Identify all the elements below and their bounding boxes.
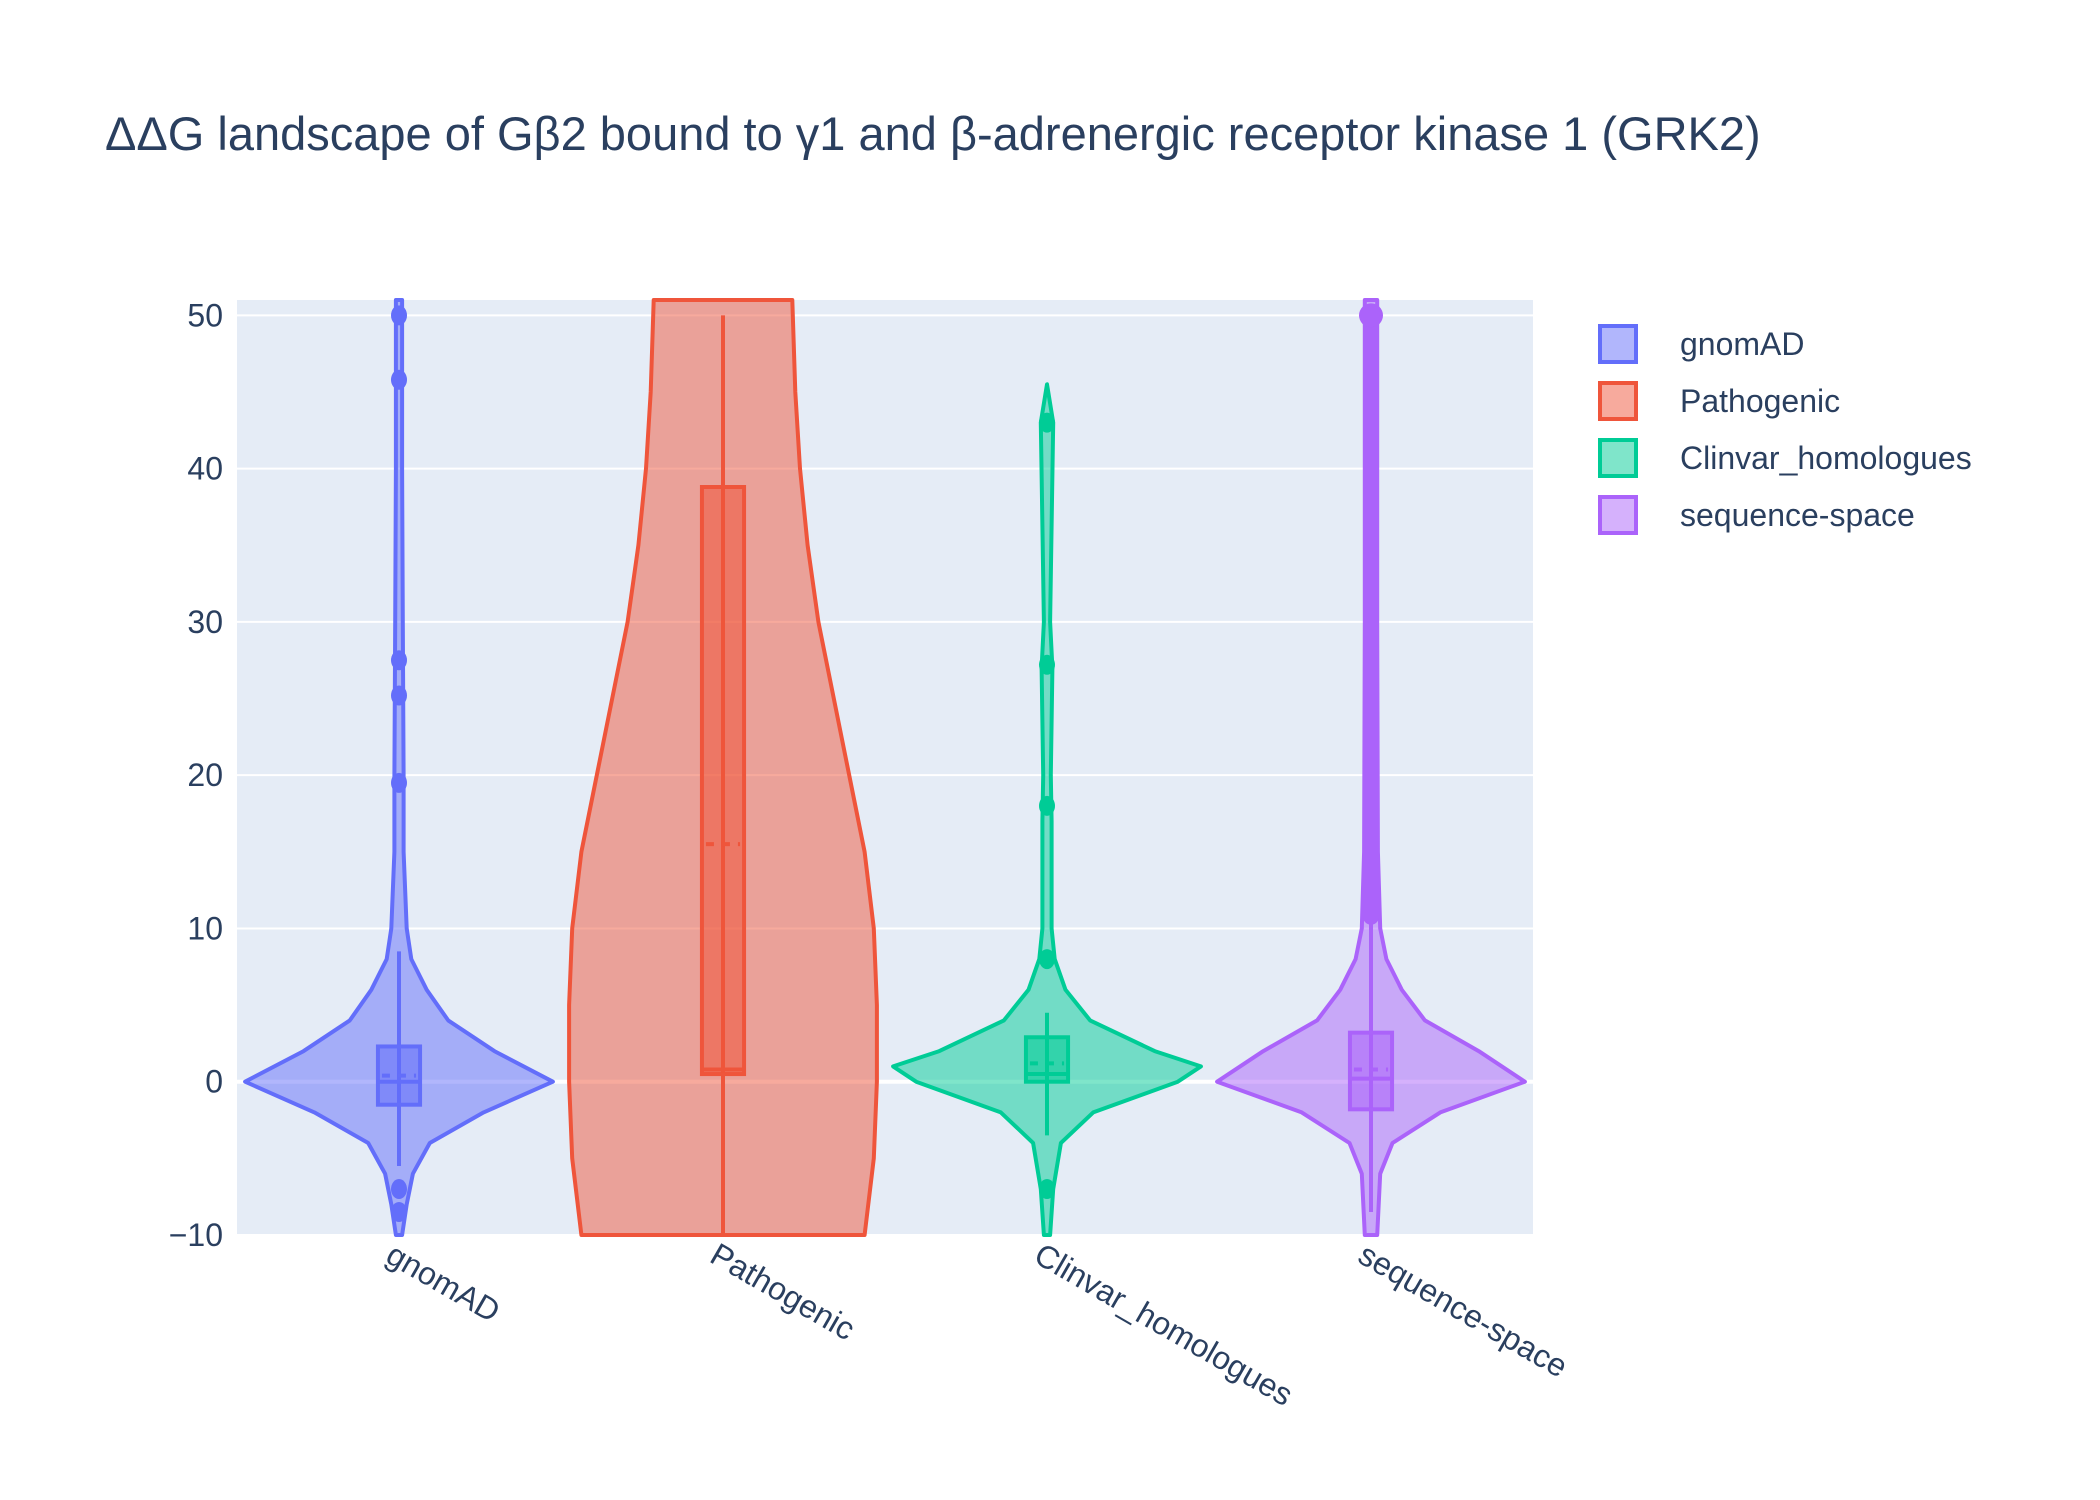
- legend-item: sequence-space: [1598, 495, 1915, 535]
- outlier-point: [1039, 412, 1055, 433]
- outlier-point: [391, 1179, 407, 1200]
- violin-body: [243, 298, 555, 1237]
- y-axis: −10 0 10 20 30 40 50: [169, 297, 223, 1253]
- violin-sequence-space: [1215, 298, 1527, 1237]
- outlier-point: [391, 305, 407, 326]
- y-tick-label: 10: [187, 910, 223, 946]
- violin-layer: [243, 298, 1527, 1237]
- violin-clinvar-homologues: [891, 382, 1203, 1237]
- legend-swatch: [1598, 324, 1638, 364]
- outlier-point: [1359, 303, 1383, 328]
- legend-item: gnomAD: [1598, 324, 1805, 364]
- legend-swatch: [1598, 495, 1638, 535]
- x-tick-label: Clinvar_homologues: [1029, 1236, 1300, 1413]
- legend-label: sequence-space: [1680, 497, 1915, 533]
- legend-label: Pathogenic: [1680, 383, 1840, 419]
- outlier-point: [391, 650, 407, 671]
- chart-title: ΔΔG landscape of Gβ2 bound to γ1 and β-a…: [105, 107, 1761, 160]
- outlier-point: [391, 685, 407, 706]
- y-tick-label: 20: [187, 757, 223, 793]
- x-tick-label: gnomAD: [381, 1236, 507, 1329]
- legend-label: Clinvar_homologues: [1680, 440, 1972, 476]
- outlier-point: [1039, 795, 1055, 816]
- x-axis: gnomAD Pathogenic Clinvar_homologues sequen…: [381, 1236, 1574, 1413]
- outlier-point: [391, 772, 407, 793]
- violin-pathogenic: [567, 298, 879, 1237]
- box: [699, 485, 747, 1077]
- x-tick-label: sequence-space: [1353, 1236, 1574, 1385]
- outlier-point: [1039, 1179, 1055, 1200]
- y-tick-label: 50: [187, 297, 223, 333]
- legend-swatch: [1598, 438, 1638, 478]
- x-tick-label: Pathogenic: [705, 1236, 862, 1347]
- y-tick-label: 30: [187, 604, 223, 640]
- outlier-point: [391, 1202, 407, 1223]
- outlier-point: [1039, 949, 1055, 970]
- y-tick-label: −10: [169, 1217, 223, 1253]
- outlier-point: [1039, 654, 1055, 675]
- outlier-point: [391, 369, 407, 390]
- legend-item: Clinvar_homologues: [1598, 438, 1972, 478]
- y-tick-label: 40: [187, 451, 223, 487]
- legend-swatch: [1598, 381, 1638, 421]
- y-tick-label: 0: [205, 1064, 223, 1100]
- legend: gnomAD Pathogenic Clinvar_homologuessequen…: [1598, 324, 1972, 535]
- legend-label: gnomAD: [1680, 326, 1805, 362]
- outlier-points: [1363, 311, 1379, 925]
- violin-gnomad: [243, 298, 555, 1237]
- legend-item: Pathogenic: [1598, 381, 1840, 421]
